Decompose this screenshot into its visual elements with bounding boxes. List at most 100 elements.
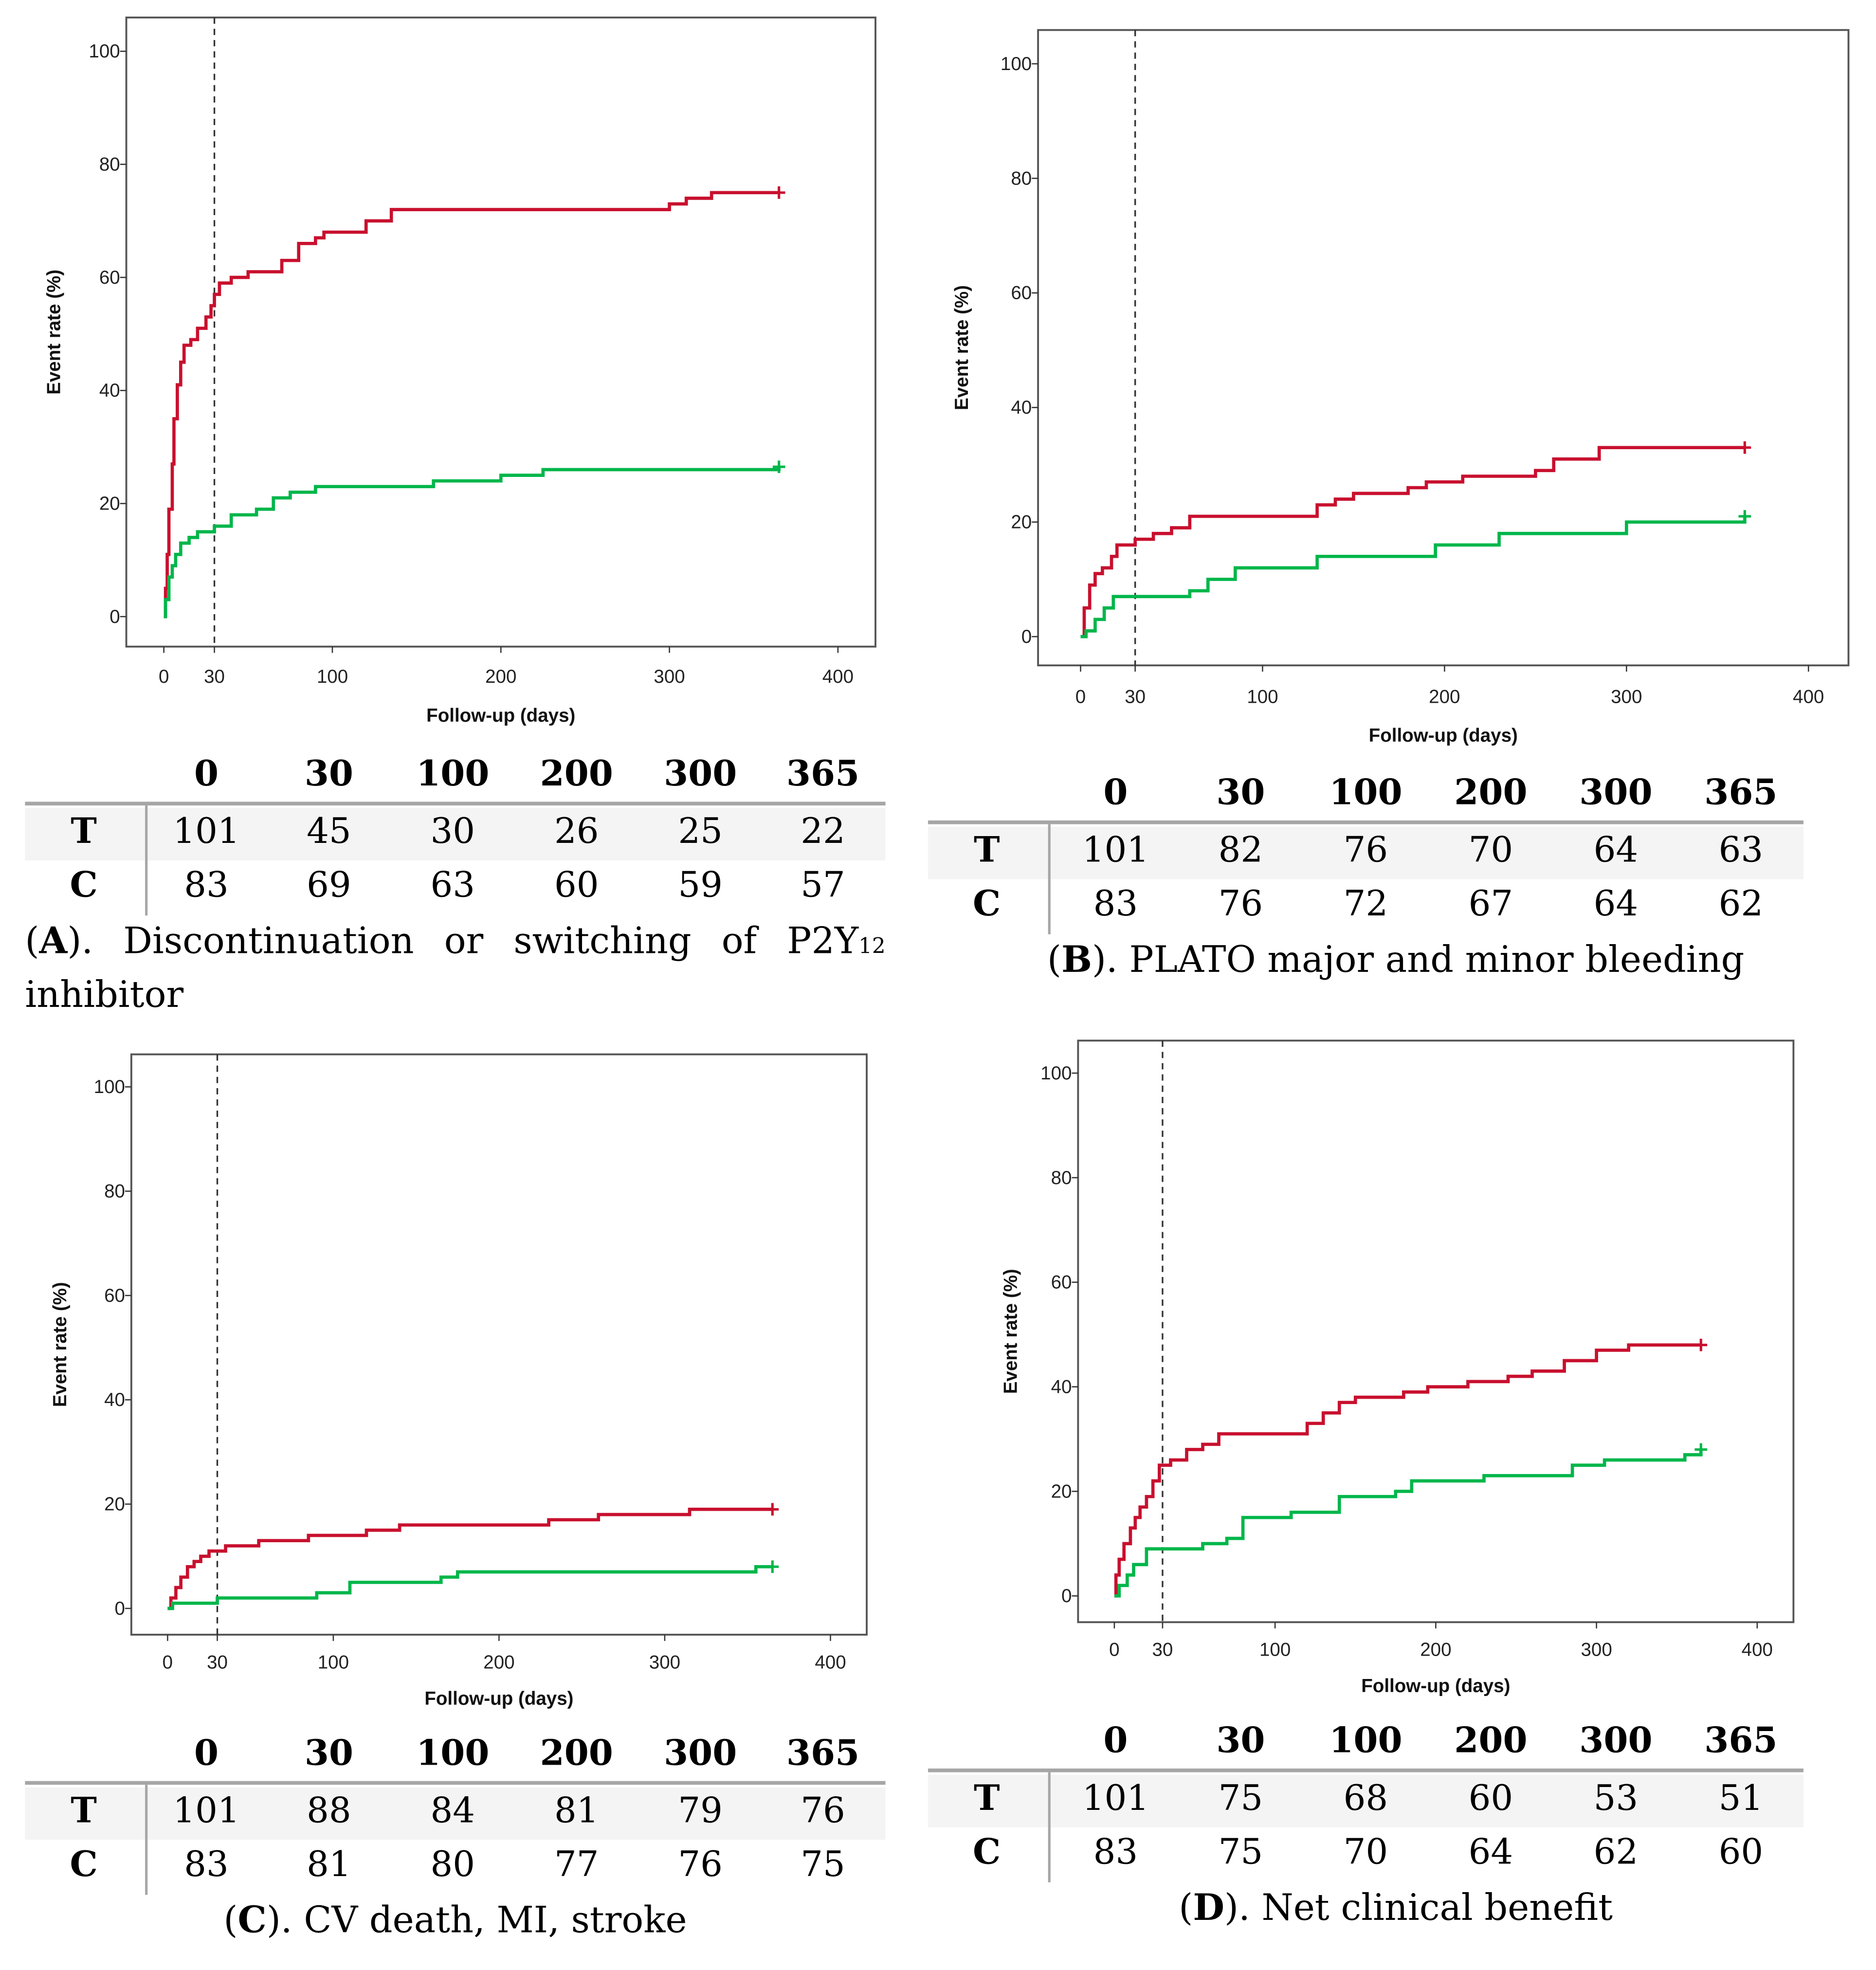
time-header: 30 [1216,1719,1265,1761]
x-tick-label: 30 [204,666,225,687]
caption-word: Discontinuation [123,919,414,962]
at-risk-count: 22 [801,810,845,852]
series-T-line [1114,1343,1701,1598]
risk-table-C: 0 30 100 200 300 365 T 101 88 84 81 79 76 C 83 81 80 77 76… [25,1730,886,1895]
y-tick-label: 40 [1011,397,1032,418]
at-risk-count: 53 [1593,1777,1639,1819]
censor-mark [772,460,785,474]
at-risk-count: 26 [554,810,599,852]
y-tick-label: 60 [99,267,120,288]
time-header: 100 [1329,1719,1402,1761]
at-risk-count: 75 [1218,1777,1263,1819]
paren: ( [25,919,39,962]
x-tick-label: 30 [207,1652,228,1673]
paren: ). [1224,1886,1250,1929]
x-tick-label: 100 [1247,686,1278,707]
group-label: C [973,1831,1001,1873]
y-tick-label: 40 [99,380,120,401]
x-axis-label: Follow-up (days) [424,1688,573,1709]
caption-D: (D). Net clinical benefit [895,1886,1876,1929]
time-header: 300 [664,753,737,794]
y-tick-label: 100 [89,41,120,62]
y-axis-label: Event rate (%) [951,285,972,410]
paren: ). [266,1898,292,1941]
at-risk-count: 101 [173,1789,240,1831]
caption-text: PLATO major and minor bleeding [1129,938,1745,981]
header-rule [928,820,1803,824]
risk-table-A: 0 30 100 200 300 365 T 101 45 30 26 25 22 C 83 69 63 60 59… [25,750,886,916]
caption-text: Net clinical benefit [1261,1886,1613,1929]
at-risk-count: 63 [430,864,475,906]
time-header: 200 [1454,771,1528,813]
y-tick-label: 20 [99,493,120,514]
caption-word: P2Y [787,919,859,962]
x-axis-label: Follow-up (days) [426,705,575,726]
caption-word: of [721,919,757,962]
y-tick-label: 60 [1051,1272,1072,1293]
time-header: 365 [1704,771,1778,813]
at-risk-count: 59 [678,864,723,906]
time-header: 365 [1704,1719,1778,1761]
at-risk-count: 60 [1468,1777,1513,1819]
paren: ). [1092,938,1118,981]
series-T-line [1080,446,1745,638]
series-C-line [1080,516,1747,638]
x-tick-label: 0 [163,1652,173,1673]
y-tick-label: 20 [1051,1481,1072,1502]
column-rule [145,1785,148,1895]
y-tick-label: 100 [1040,1063,1072,1084]
time-header: 300 [1579,1719,1653,1761]
x-tick-label: 400 [1793,686,1824,707]
x-axis-label: Follow-up (days) [1369,725,1518,746]
y-tick-label: 100 [94,1076,125,1097]
plot-frame [125,17,876,648]
at-risk-count: 79 [678,1789,723,1831]
paren: ( [1179,1886,1193,1929]
at-risk-count: 64 [1593,883,1639,925]
at-risk-count: 60 [1718,1831,1764,1873]
group-label: T [71,1789,97,1831]
censor-mark [1694,1443,1708,1456]
at-risk-count: 76 [1343,829,1388,871]
chart-C: 0 20 40 60 80 100 0 30 100 200 300 400 Follow-up (da… [50,1053,868,1709]
at-risk-count: 63 [1718,829,1764,871]
x-tick-label: 200 [1420,1640,1451,1660]
series-C-line [1114,1449,1703,1598]
x-tick-label: 300 [649,1652,680,1673]
group-label: C [973,883,1001,925]
y-tick-label: 40 [104,1389,125,1410]
caption-line2: inhibitor [25,973,184,1016]
at-risk-count: 60 [554,864,599,906]
x-tick-label: 200 [1429,686,1460,707]
x-tick-label: 300 [1581,1640,1612,1660]
at-risk-count: 45 [307,810,351,852]
at-risk-count: 82 [1218,829,1263,871]
at-risk-count: 72 [1343,883,1388,925]
x-tick-label: 400 [822,666,854,687]
time-header: 365 [786,1732,860,1774]
at-risk-count: 101 [1082,1777,1149,1819]
panel-letter: A [39,919,68,962]
y-tick-label: 0 [115,1598,125,1619]
at-risk-count: 83 [184,864,229,906]
y-tick-label: 80 [104,1181,125,1202]
x-tick-label: 400 [1742,1640,1773,1660]
y-tick-label: 40 [1051,1376,1072,1397]
paren: ( [223,1898,238,1941]
x-tick-label: 100 [317,666,348,687]
header-rule [25,1781,886,1785]
row-shade [928,1774,1803,1827]
series-T-line [164,191,779,619]
header-rule [25,802,886,806]
censor-mark [766,1503,779,1516]
at-risk-count: 75 [801,1843,845,1885]
at-risk-count: 88 [307,1789,351,1831]
at-risk-count: 81 [307,1843,351,1885]
censor-mark [1738,441,1751,454]
y-tick-label: 80 [1051,1167,1072,1188]
time-header: 200 [540,1732,613,1774]
y-tick-label: 60 [1011,283,1032,304]
time-header: 100 [416,753,490,794]
at-risk-count: 62 [1593,1831,1639,1873]
time-header: 100 [1329,771,1402,813]
